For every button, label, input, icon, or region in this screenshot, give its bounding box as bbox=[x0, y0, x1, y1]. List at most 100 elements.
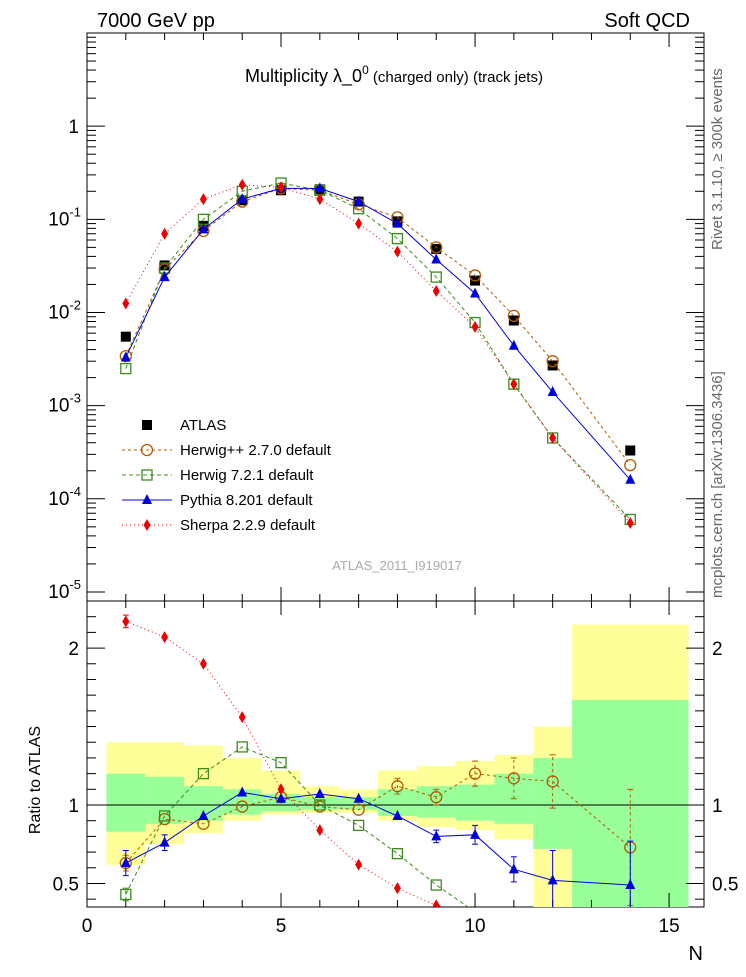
data-marker-diamond bbox=[549, 431, 557, 444]
main-y-tick-label: 10-1 bbox=[48, 204, 81, 230]
main-y-tick-label: 10-4 bbox=[48, 484, 81, 510]
ratio-series-1 bbox=[120, 741, 470, 907]
main-y-tick-base: 10 bbox=[48, 396, 69, 417]
data-marker-triangle bbox=[314, 788, 325, 799]
data-marker-open-square bbox=[430, 271, 442, 283]
data-marker-circle bbox=[624, 458, 637, 472]
data-marker-triangle bbox=[276, 792, 287, 803]
data-marker-diamond bbox=[355, 217, 363, 230]
data-marker-triangle bbox=[314, 182, 325, 193]
data-marker-square bbox=[625, 445, 636, 456]
ratio-axes: 0.5 0.5 1 1 2 2 0 5 10 15 bbox=[53, 601, 738, 937]
data-marker-diamond bbox=[316, 824, 324, 837]
legend-label: Herwig 7.2.1 default bbox=[180, 467, 314, 484]
data-marker-triangle bbox=[159, 271, 170, 282]
title-main: Multiplicity λ_0 bbox=[245, 66, 362, 87]
data-marker-open-square bbox=[120, 362, 132, 375]
legend-label: Pythia 8.201 default bbox=[180, 492, 313, 509]
main-y-tick-exponent: -1 bbox=[69, 204, 81, 219]
side-label-top: Rivet 3.1.10, ≥ 300k events bbox=[709, 68, 726, 250]
data-marker-diamond bbox=[199, 657, 207, 670]
data-marker-triangle bbox=[237, 193, 248, 204]
header-right: Soft QCD bbox=[604, 10, 690, 32]
main-title: Multiplicity λ_00 (charged only) (track … bbox=[245, 63, 543, 87]
data-marker-open-square bbox=[275, 756, 287, 769]
main-y-tick-exponent: -5 bbox=[69, 577, 81, 592]
data-marker-triangle bbox=[120, 351, 131, 362]
main-y-tick-exponent: -4 bbox=[69, 484, 81, 499]
data-marker-open-square bbox=[352, 819, 365, 832]
main-y-tick-label: 1 bbox=[68, 117, 79, 138]
legend: ATLAS Herwig++ 2.7.0 default Herwig 7.2.1 … bbox=[122, 417, 332, 534]
data-marker-triangle bbox=[625, 879, 636, 890]
x-tick-label: 5 bbox=[276, 916, 287, 937]
main-y-tick-base: 10 bbox=[48, 489, 69, 510]
data-marker-diamond bbox=[238, 178, 246, 191]
data-marker-triangle bbox=[431, 253, 442, 264]
ratio-y-tick-label-left: 2 bbox=[68, 639, 79, 660]
ratio-series bbox=[119, 614, 637, 907]
data-marker-triangle bbox=[392, 809, 403, 820]
data-marker-diamond bbox=[626, 516, 634, 529]
ratio-series-line bbox=[125, 773, 631, 864]
data-marker-open-square bbox=[236, 741, 248, 753]
data-marker-open-square bbox=[391, 233, 404, 245]
data-marker-diamond bbox=[316, 193, 324, 206]
data-marker-diamond bbox=[393, 882, 401, 895]
data-marker-circle bbox=[430, 791, 443, 804]
data-marker-triangle bbox=[392, 217, 403, 228]
main-y-tick-label: 10-5 bbox=[48, 577, 81, 603]
x-tick-label: 10 bbox=[464, 916, 485, 937]
data-marker-circle bbox=[468, 269, 482, 282]
legend-label: Herwig++ 2.7.0 default bbox=[180, 442, 332, 459]
data-marker-square bbox=[159, 260, 170, 271]
data-marker-square bbox=[547, 360, 558, 371]
data-marker-square bbox=[120, 331, 131, 342]
data-marker-diamond bbox=[355, 858, 363, 871]
data-marker-square bbox=[142, 420, 152, 430]
x-tick-label: 0 bbox=[82, 916, 93, 937]
legend-label: Sherpa 2.2.9 default bbox=[180, 517, 316, 534]
main-axes: 10-510-410-310-210-11 bbox=[48, 33, 704, 603]
data-marker-triangle bbox=[508, 339, 519, 350]
data-marker-circle bbox=[119, 349, 132, 363]
ratio-y-tick-label-left: 0.5 bbox=[53, 874, 79, 895]
data-marker-triangle bbox=[547, 386, 558, 397]
main-y-tick-exponent: -3 bbox=[69, 391, 81, 406]
ratio-band-green bbox=[339, 797, 379, 810]
data-marker-triangle bbox=[142, 494, 152, 504]
data-marker-open-square bbox=[314, 799, 326, 811]
data-marker-open-square bbox=[141, 469, 153, 481]
data-marker-open-square bbox=[430, 879, 442, 891]
data-marker-circle bbox=[140, 443, 154, 457]
data-marker-diamond bbox=[510, 378, 518, 391]
data-marker-open-square bbox=[120, 888, 132, 901]
data-marker-circle bbox=[352, 803, 365, 816]
data-marker-circle bbox=[468, 767, 482, 780]
data-marker-diamond bbox=[161, 227, 169, 240]
side-label-bottom: mcplots.cern.ch [arXiv:1306.3436] bbox=[709, 371, 726, 598]
data-marker-triangle bbox=[470, 287, 481, 298]
data-marker-open-square bbox=[158, 810, 171, 822]
data-marker-diamond bbox=[432, 285, 440, 298]
data-marker-diamond bbox=[199, 193, 207, 206]
data-marker-circle bbox=[236, 800, 249, 813]
data-marker-circle bbox=[507, 772, 521, 785]
x-axis-label: N bbox=[689, 943, 703, 965]
data-marker-diamond bbox=[277, 181, 285, 194]
ratio-bands bbox=[106, 624, 689, 907]
series-4 bbox=[122, 178, 634, 529]
data-marker-circle bbox=[546, 355, 559, 368]
data-marker-open-square bbox=[197, 767, 210, 780]
data-marker-diamond bbox=[393, 245, 401, 258]
ratio-series-3 bbox=[122, 614, 450, 907]
data-marker-triangle bbox=[353, 195, 364, 206]
title-small: (charged only) (track jets) bbox=[369, 69, 543, 86]
ratio-panel-frame bbox=[86, 600, 705, 908]
data-marker-square bbox=[431, 244, 442, 255]
main-y-tick-label: 10-3 bbox=[48, 391, 81, 417]
data-marker-triangle bbox=[547, 874, 558, 885]
data-marker-triangle bbox=[120, 857, 131, 868]
data-marker-triangle bbox=[237, 786, 248, 797]
main-y-tick-base: 10 bbox=[48, 582, 69, 603]
